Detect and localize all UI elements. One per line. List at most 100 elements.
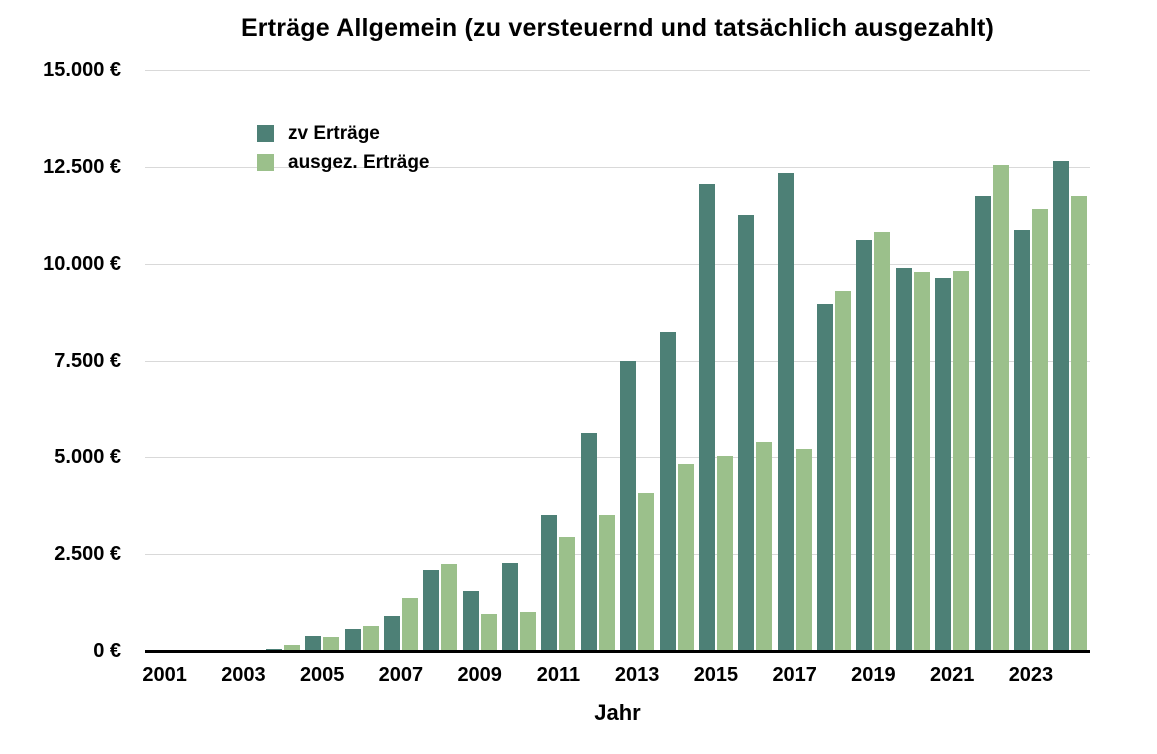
bar-2009-ausgez-ertraege — [480, 614, 497, 651]
bar-2005-ausgez-ertraege — [323, 636, 340, 651]
bar-2008-ausgez-ertraege — [441, 563, 458, 651]
x-tick-label-2013: 2013 — [614, 664, 660, 686]
bar-2013-ausgez-ertraege — [638, 493, 655, 651]
bar-group-2014 — [657, 70, 696, 651]
gridline-10000 — [145, 263, 1090, 265]
x-tick-label-2003: 2003 — [221, 664, 266, 686]
bar-2018-ausgez-ertraege — [835, 290, 852, 651]
bar-2019-ausgez-ertraege — [874, 231, 891, 651]
x-tick-label-2005: 2005 — [299, 664, 345, 686]
bar-2010-ausgez-ertraege — [520, 612, 537, 651]
bar-2017-ausgez-ertraege — [795, 448, 812, 651]
bar-2023-ausgez-ertraege — [1031, 209, 1048, 651]
bar-2022-zv-ertraege — [974, 196, 991, 651]
bar-2016-ausgez-ertraege — [756, 441, 773, 651]
y-tick-label-2500: 2.500 € — [54, 543, 121, 566]
bar-2007-zv-ertraege — [383, 616, 400, 651]
bar-2005-zv-ertraege — [305, 635, 322, 651]
legend: zv Erträge ausgez. Erträge — [257, 119, 430, 177]
bar-group-2024 — [1051, 70, 1090, 651]
gridline-7500 — [145, 360, 1090, 362]
x-tick-label-2001: 2001 — [142, 664, 187, 686]
y-tick-label-5000: 5.000 € — [54, 446, 121, 469]
bar-2021-zv-ertraege — [935, 278, 952, 651]
x-tick-label-2021: 2021 — [929, 664, 975, 686]
bar-2023-zv-ertraege — [1013, 230, 1030, 651]
legend-row-ausgez: ausgez. Erträge — [257, 148, 430, 177]
x-tick-label-2019: 2019 — [851, 664, 896, 686]
gridline-5000 — [145, 457, 1090, 459]
bar-2020-ausgez-ertraege — [913, 272, 930, 651]
bar-group-2016 — [736, 70, 775, 651]
x-tick-label-2007: 2007 — [378, 664, 424, 686]
bar-group-2019 — [854, 70, 893, 651]
bar-group-2002 — [184, 70, 223, 651]
bar-2004-zv-ertraege — [265, 648, 282, 651]
bar-2006-zv-ertraege — [344, 628, 361, 651]
y-tick-label-10000: 10.000 € — [43, 252, 121, 275]
x-tick-label-2017: 2017 — [772, 664, 817, 686]
bar-group-2012 — [578, 70, 617, 651]
x-tick-label-2023: 2023 — [1008, 664, 1054, 686]
bar-group-2010 — [499, 70, 538, 651]
bar-group-2007 — [381, 70, 420, 651]
bar-group-2017 — [775, 70, 814, 651]
legend-swatch-zv-ertraege — [257, 125, 274, 142]
bar-2007-ausgez-ertraege — [401, 598, 418, 651]
bar-group-2006 — [342, 70, 381, 651]
bar-group-2004 — [263, 70, 302, 651]
bar-2013-zv-ertraege — [620, 361, 637, 651]
bar-2024-ausgez-ertraege — [1071, 195, 1088, 651]
bar-group-2009 — [460, 70, 499, 651]
bar-group-2018 — [814, 70, 853, 651]
bar-group-2005 — [303, 70, 342, 651]
x-tick-label-2015: 2015 — [693, 664, 739, 686]
bar-2006-ausgez-ertraege — [362, 626, 379, 651]
legend-label-ausgez-ertraege: ausgez. Erträge — [288, 151, 430, 173]
bar-group-2020 — [893, 70, 932, 651]
bar-group-2022 — [972, 70, 1011, 651]
y-tick-label-7500: 7.500 € — [54, 349, 121, 372]
legend-label-zv-ertraege: zv Erträge — [288, 122, 380, 144]
bar-2017-zv-ertraege — [777, 172, 794, 651]
plot-area: zv Erträge ausgez. Erträge Jahr 0 € 2.500… — [43, 59, 1090, 725]
legend-swatch-ausgez-ertraege — [257, 154, 274, 171]
bar-group-2013 — [618, 70, 657, 651]
gridline-2500 — [145, 554, 1090, 556]
bar-2018-zv-ertraege — [817, 304, 834, 651]
bar-group-2008 — [421, 70, 460, 651]
bar-2008-zv-ertraege — [423, 569, 440, 651]
bar-group-2001 — [145, 70, 184, 651]
bar-2019-zv-ertraege — [856, 240, 873, 651]
y-tick-label-0: 0 € — [93, 640, 121, 662]
legend-row-zv: zv Erträge — [257, 119, 430, 148]
bar-2014-zv-ertraege — [659, 331, 676, 651]
bar-2012-ausgez-ertraege — [598, 515, 615, 651]
bar-2004-ausgez-ertraege — [283, 645, 300, 651]
y-tick-label-12500: 12.500 € — [43, 155, 121, 178]
bar-2024-zv-ertraege — [1053, 160, 1070, 651]
x-tick-label-2011: 2011 — [536, 664, 581, 686]
x-axis-line — [145, 650, 1090, 653]
bar-2016-zv-ertraege — [738, 215, 755, 651]
chart-title: Erträge Allgemein (zu versteuernd und ta… — [240, 14, 995, 42]
gridline-15000 — [145, 70, 1090, 71]
bar-2009-zv-ertraege — [462, 591, 479, 651]
gridline-12500 — [145, 166, 1090, 168]
bar-group-2021 — [933, 70, 972, 651]
bars-layer — [145, 70, 1090, 651]
bar-group-2023 — [1011, 70, 1050, 651]
bar-2020-zv-ertraege — [895, 267, 912, 651]
bar-2011-ausgez-ertraege — [559, 536, 576, 651]
bar-2012-zv-ertraege — [580, 433, 597, 651]
bar-2015-zv-ertraege — [698, 183, 715, 651]
bar-2015-ausgez-ertraege — [716, 455, 733, 651]
x-tick-label-2009: 2009 — [457, 664, 502, 686]
bar-2011-zv-ertraege — [541, 515, 558, 651]
x-axis-title: Jahr — [594, 700, 641, 725]
bar-2021-ausgez-ertraege — [953, 271, 970, 651]
bar-group-2015 — [696, 70, 735, 651]
bar-group-2011 — [539, 70, 578, 651]
bar-2010-zv-ertraege — [502, 562, 519, 651]
bar-2022-ausgez-ertraege — [992, 164, 1009, 651]
